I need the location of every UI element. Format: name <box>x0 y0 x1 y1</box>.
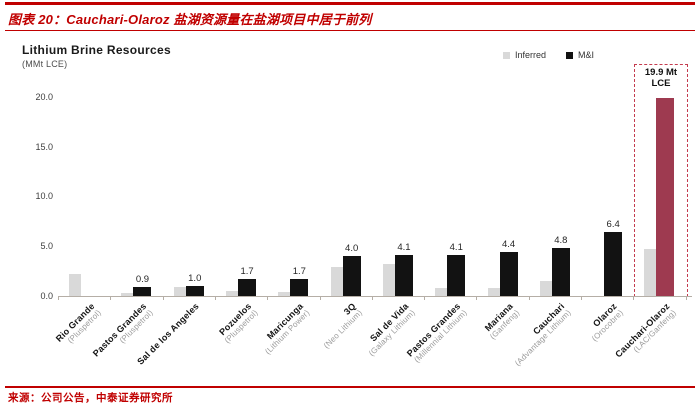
x-axis-tick <box>110 297 112 300</box>
bar-value-label: 6.4 <box>606 218 620 230</box>
bar-inferred <box>121 293 134 296</box>
x-axis-label: Rio Grande (Pluspetrol) <box>53 301 102 350</box>
legend-swatch-inferred <box>503 51 510 59</box>
x-axis-label: Pozuelos (Pluspetrol) <box>215 301 260 345</box>
x-axis-label-project: Pastos Grandes <box>404 301 463 359</box>
bar-inferred <box>69 274 82 296</box>
y-axis-tick-label: 15.0 <box>35 141 53 152</box>
x-axis-tick <box>319 297 321 300</box>
x-axis-line <box>58 296 692 297</box>
x-axis-label: Olaroz (Orocobre) <box>583 301 625 343</box>
x-axis-label: 3Q (Neo Lithium) <box>315 301 364 350</box>
header-divider-rule <box>5 30 695 31</box>
bar-inferred <box>173 287 186 296</box>
x-axis-label: Maricunga (Lithium Power) <box>257 301 312 356</box>
x-axis-tick <box>424 297 426 300</box>
bar-inferred <box>435 288 448 296</box>
bar-mi <box>133 287 152 296</box>
legend-swatch-mi <box>566 51 574 59</box>
bar-inferred <box>539 281 552 296</box>
header-top-rule <box>5 2 695 5</box>
x-axis-tick <box>267 297 269 300</box>
highlight-annotation-line: LCE <box>651 78 671 89</box>
highlight-annotation: 19.9 Mt LCE <box>634 67 688 89</box>
bar-mi <box>394 255 413 296</box>
bar-mi <box>447 255 466 296</box>
bar-mi <box>499 252 518 296</box>
chart-title: Lithium Brine Resources <box>22 43 171 57</box>
x-axis-tick <box>162 297 164 300</box>
bar-mi <box>290 279 309 296</box>
bar-inferred <box>487 288 500 296</box>
bar-inferred <box>278 292 291 296</box>
x-axis-tick <box>528 297 530 300</box>
x-axis-tick <box>581 297 582 300</box>
bar-value-label: 4.4 <box>501 238 516 250</box>
bar-value-label: 0.9 <box>135 273 150 285</box>
y-axis-tick-label: 0.0 <box>40 290 53 301</box>
bar-value-label: 1.0 <box>188 272 202 284</box>
legend-label-inferred: Inferred <box>515 50 547 60</box>
x-axis-label: Pastos Grandes (Millennial Lithium) <box>405 301 469 365</box>
figure-title: 图表 20：Cauchari-Olaroz 盐湖资源量在盐湖项目中居于前列 <box>8 12 372 27</box>
y-axis-tick-label: 20.0 <box>35 92 53 102</box>
x-axis-tick <box>214 297 216 300</box>
x-axis-tick <box>58 297 59 300</box>
footer-rule <box>5 386 695 388</box>
bar-value-label: 4.0 <box>345 242 359 254</box>
legend-item-mi: M&I <box>566 50 594 60</box>
x-axis-tick <box>371 297 373 300</box>
x-axis-label: Cauchari-Olaroz (LAC/Ganfeng) <box>613 301 678 366</box>
legend-item-inferred: Inferred <box>503 50 546 60</box>
x-axis-tick <box>685 297 687 300</box>
x-axis-label: Mariana (Ganfeng) <box>481 301 521 341</box>
bar-mi <box>185 286 204 296</box>
bar-inferred <box>644 249 657 296</box>
x-axis-label-project: Cauchari-Olaroz <box>613 301 672 360</box>
highlight-annotation-line: 19.9 Mt <box>644 67 678 78</box>
bar-value-label: 4.1 <box>449 241 463 253</box>
x-axis-tick <box>633 297 635 300</box>
x-axis-tick <box>476 297 478 300</box>
legend: Inferred M&I <box>503 50 594 60</box>
bar-inferred <box>226 291 239 296</box>
bar-mi <box>604 232 623 296</box>
bar-highlight <box>656 98 675 296</box>
bar-mi <box>342 256 361 296</box>
y-axis-tick-label: 5.0 <box>40 240 53 251</box>
bar-mi <box>238 279 257 296</box>
bar-value-label: 1.7 <box>292 265 306 277</box>
bar-value-label: 4.1 <box>397 241 411 253</box>
bar-mi <box>551 248 570 296</box>
bar-inferred <box>330 267 343 296</box>
source-note: 来源：公司公告，中泰证券研究所 <box>8 393 173 404</box>
chart-unit-label: (MMt LCE) <box>22 59 68 69</box>
y-axis-tick-label: 10.0 <box>35 191 53 202</box>
bar-value-label: 4.8 <box>554 234 568 246</box>
bar-value-label: 1.7 <box>240 265 254 277</box>
bar-inferred <box>382 264 395 296</box>
legend-label-mi: M&I <box>578 50 595 60</box>
